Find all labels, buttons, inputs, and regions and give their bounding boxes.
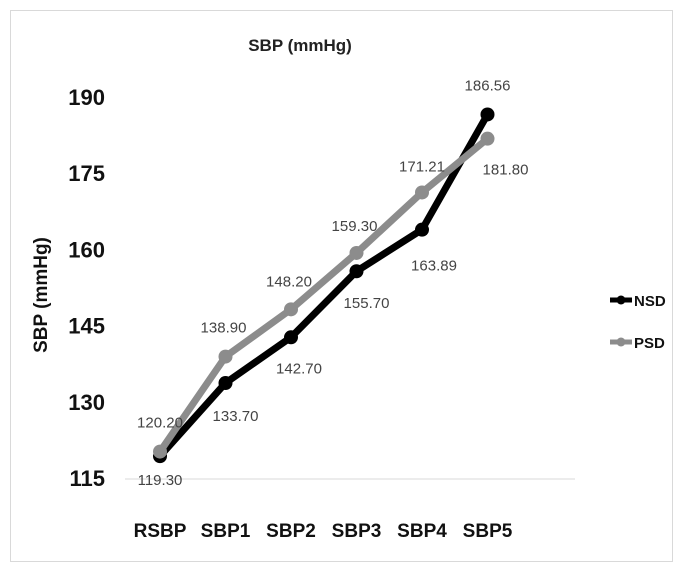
- data-point-nsd: [349, 264, 364, 279]
- y-tick-label: 175: [68, 161, 105, 186]
- x-tick-label: SBP1: [201, 521, 251, 542]
- data-point-psd: [284, 302, 298, 317]
- x-tick-label: SBP3: [332, 521, 382, 542]
- data-point-nsd: [284, 330, 298, 345]
- y-tick-label: 190: [68, 85, 105, 110]
- x-tick-label: SBP4: [397, 521, 447, 542]
- data-label-nsd: 133.70: [213, 408, 259, 425]
- data-label-psd: 138.90: [201, 320, 247, 337]
- data-label-psd: 148.20: [266, 273, 312, 290]
- data-point-nsd: [415, 222, 429, 237]
- data-label-psd: 181.80: [483, 162, 529, 179]
- series-lines: [153, 107, 495, 464]
- y-tick-label: 160: [68, 237, 105, 262]
- legend: NSD PSD: [610, 293, 666, 352]
- legend-marker-nsd: [616, 295, 626, 305]
- data-label-nsd: 186.56: [465, 77, 511, 94]
- legend-marker-psd: [616, 337, 626, 347]
- data-labels: 119.30 133.70 142.70 155.70 163.89 186.56 120.…: [137, 77, 528, 489]
- legend-label-nsd: NSD: [634, 293, 666, 310]
- data-point-psd: [349, 245, 364, 260]
- data-point-psd: [415, 185, 429, 200]
- data-label-nsd: 155.70: [344, 295, 390, 312]
- x-tick-labels: RSBP SBP1 SBP2 SBP3 SBP4 SBP5: [134, 521, 513, 542]
- series-line-psd: [156, 135, 491, 456]
- data-label-nsd: 142.70: [276, 360, 322, 377]
- y-tick-label: 115: [70, 466, 106, 491]
- data-label-nsd: 163.89: [411, 258, 457, 275]
- data-label-psd: 171.21: [399, 158, 445, 175]
- y-axis-label: SBP (mmHg): [31, 237, 52, 353]
- data-label-nsd: 119.30: [138, 472, 183, 489]
- data-point-psd: [153, 444, 167, 459]
- y-tick-labels: 115 130 145 160 175 190: [68, 85, 105, 491]
- data-point-psd: [480, 131, 495, 146]
- x-tick-label: SBP5: [463, 521, 513, 542]
- x-tick-label: SBP2: [266, 521, 316, 542]
- data-label-psd: 159.30: [332, 218, 378, 235]
- data-label-psd: 120.20: [137, 415, 183, 432]
- y-tick-label: 145: [68, 314, 105, 339]
- data-point-nsd: [480, 107, 495, 122]
- legend-label-psd: PSD: [634, 335, 665, 352]
- chart-title: SBP (mmHg): [248, 36, 352, 55]
- x-tick-label: RSBP: [134, 521, 187, 542]
- data-point-nsd: [218, 376, 233, 391]
- series-line-nsd: [156, 110, 491, 460]
- y-tick-label: 130: [68, 390, 105, 415]
- data-point-psd: [218, 349, 233, 364]
